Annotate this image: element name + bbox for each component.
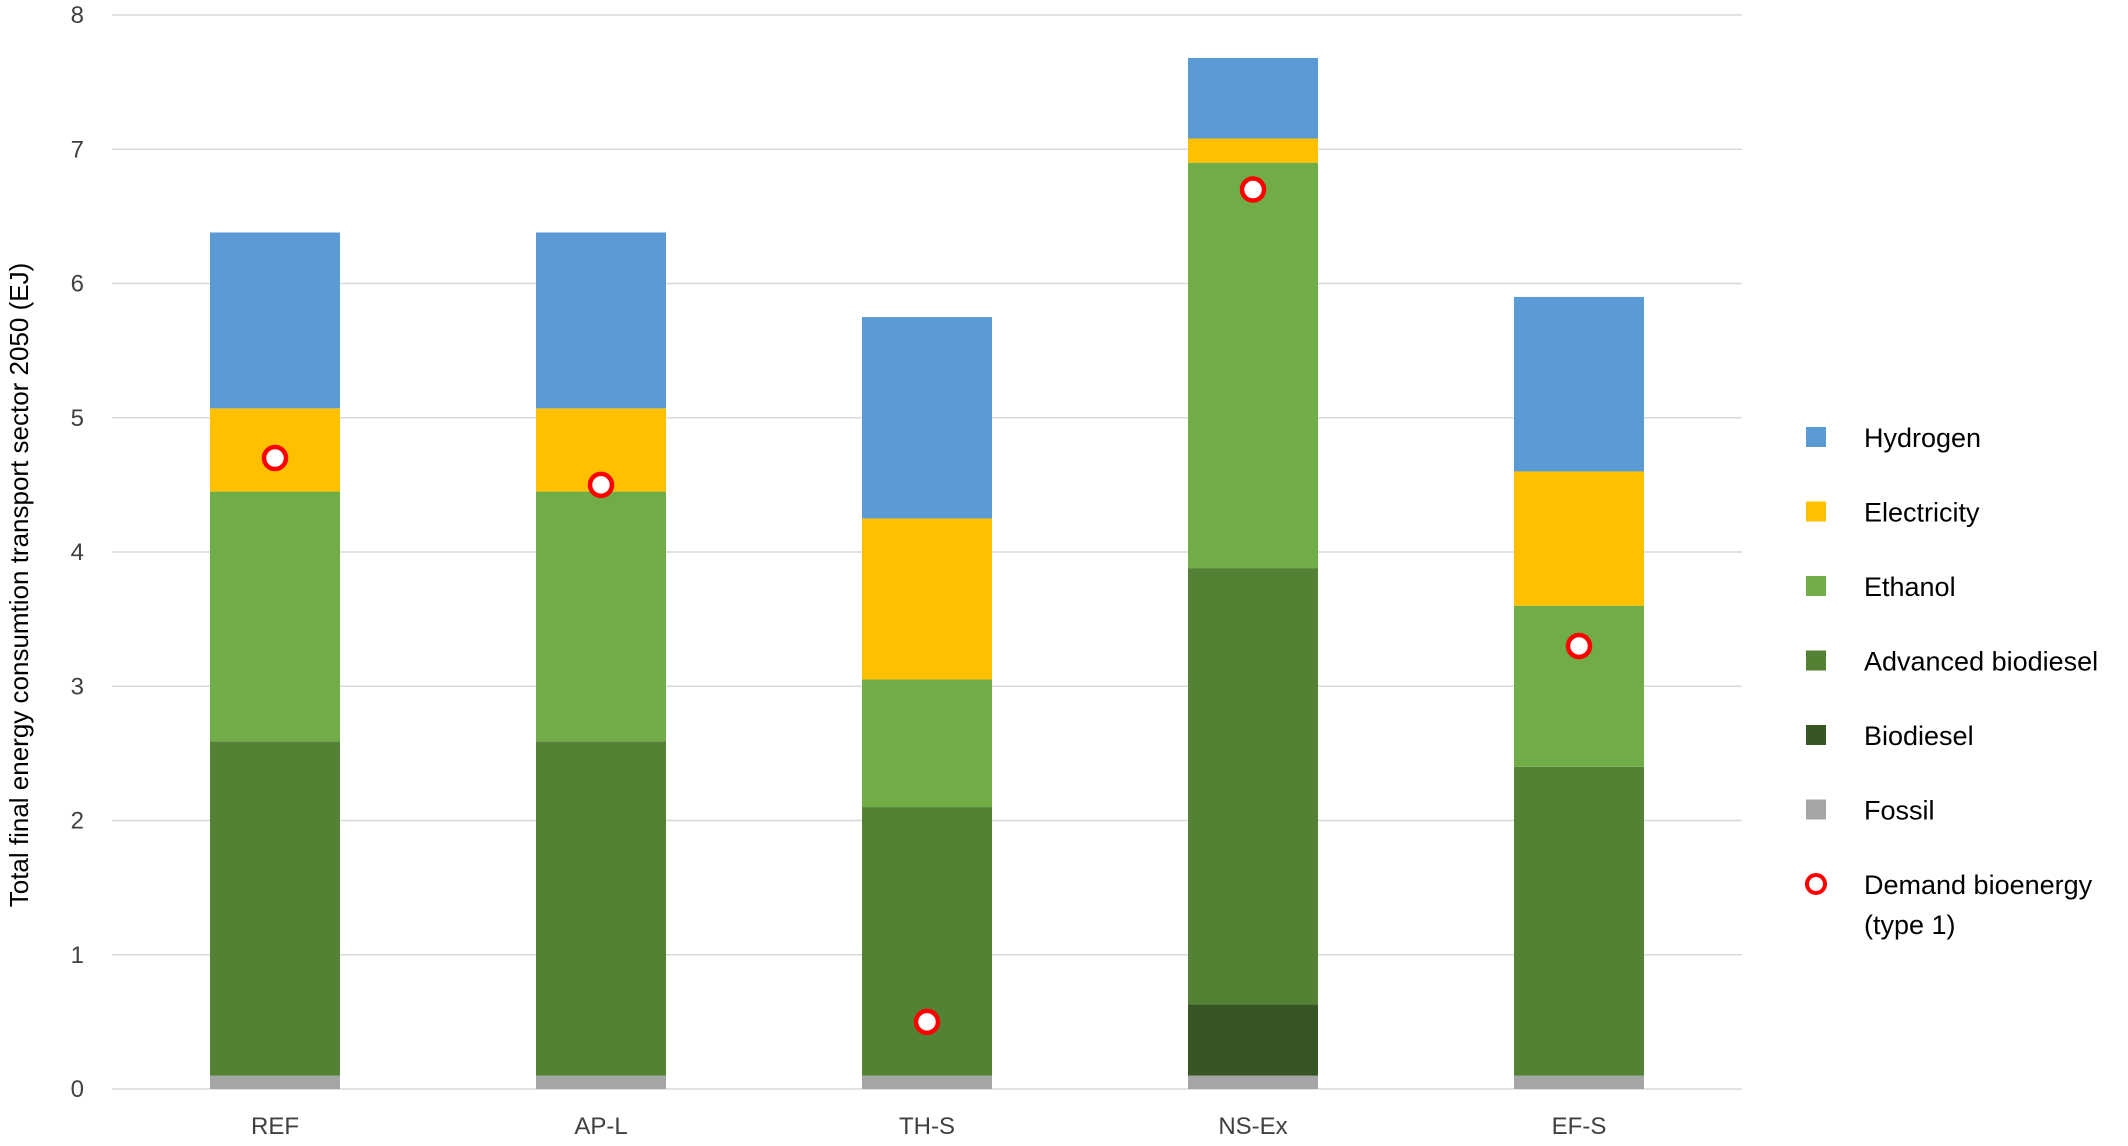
demand-marker xyxy=(1565,632,1593,660)
legend-swatch xyxy=(1806,427,1826,447)
legend-swatch xyxy=(1806,725,1826,745)
bar-segment xyxy=(210,741,340,1076)
y-tick-label: 8 xyxy=(71,2,84,29)
y-tick-label: 0 xyxy=(71,1076,84,1103)
y-tick-label: 1 xyxy=(71,942,84,969)
bar-segment xyxy=(862,518,992,680)
y-tick-label: 4 xyxy=(71,539,84,566)
bar-segment xyxy=(1514,1075,1644,1089)
x-tick-label: REF xyxy=(251,1113,299,1140)
bar-segment xyxy=(1188,162,1318,569)
x-tick-label: AP-L xyxy=(574,1113,627,1140)
legend-swatch xyxy=(1806,501,1826,522)
bar-segment xyxy=(1188,568,1318,1005)
x-tick-label: NS-Ex xyxy=(1218,1113,1287,1140)
bar-segment xyxy=(1514,296,1644,472)
demand-marker xyxy=(261,444,289,472)
legend-label: (type 1) xyxy=(1864,910,1956,940)
bar-segment xyxy=(1188,57,1318,139)
x-tick-label: EF-S xyxy=(1552,1113,1607,1140)
x-axis-ticks: REF AP-L TH-S NS-Ex EF-S xyxy=(251,1113,1606,1140)
legend-swatch xyxy=(1806,650,1826,671)
bar-segment xyxy=(1514,766,1644,1076)
legend-swatch xyxy=(1806,799,1826,820)
bar-segment xyxy=(862,317,992,519)
bar-segment xyxy=(536,741,666,1076)
bar-segment xyxy=(536,232,666,409)
demand-marker xyxy=(913,1008,941,1036)
bar-segment xyxy=(536,1075,666,1089)
bar-segment xyxy=(862,1075,992,1089)
bar-segment xyxy=(1514,605,1644,767)
legend-label: Advanced biodiesel xyxy=(1864,647,2098,677)
y-tick-label: 7 xyxy=(71,136,84,163)
y-tick-label: 3 xyxy=(71,673,84,700)
legend-label: Fossil xyxy=(1864,796,1935,826)
y-axis-ticks: 0 1 2 3 4 5 6 7 8 xyxy=(71,2,84,1103)
bar-segment xyxy=(1514,471,1644,606)
y-tick-label: 2 xyxy=(71,808,84,835)
bar-segment xyxy=(1188,138,1318,163)
bar-segment xyxy=(210,1075,340,1089)
legend-marker xyxy=(1805,873,1827,895)
y-axis-title: Total final energy consumtion transport … xyxy=(4,263,34,908)
x-tick-label: TH-S xyxy=(899,1113,955,1140)
demand-markers xyxy=(261,176,1593,1036)
bar-segment xyxy=(210,232,340,409)
bar-segment xyxy=(210,491,340,742)
y-tick-label: 5 xyxy=(71,405,84,432)
legend-label: Demand bioenergy xyxy=(1864,870,2093,900)
legend-label: Hydrogen xyxy=(1864,423,1981,453)
legend-label: Biodiesel xyxy=(1864,721,1974,751)
legend-swatch xyxy=(1806,576,1826,596)
legend-label: Ethanol xyxy=(1864,572,1956,602)
bar-segment xyxy=(1188,1075,1318,1089)
bar-segment xyxy=(862,807,992,1076)
demand-marker xyxy=(587,471,615,499)
bar-segment xyxy=(862,679,992,808)
demand-marker xyxy=(1239,176,1267,203)
y-tick-label: 6 xyxy=(71,271,84,298)
legend-label: Electricity xyxy=(1864,498,1980,528)
bar-segment xyxy=(536,491,666,742)
bar-segment xyxy=(1188,1004,1318,1076)
bars xyxy=(210,57,1644,1089)
legend: Hydrogen Electricity Ethanol Advanced biodi… xyxy=(1805,423,2098,940)
